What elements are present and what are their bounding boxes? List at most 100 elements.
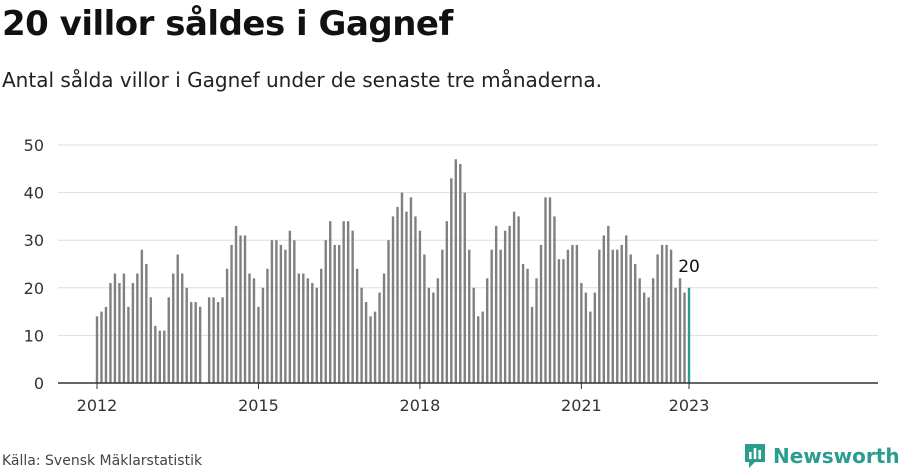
bar [669,249,673,383]
bar [275,240,278,383]
bar [503,230,507,383]
bar [346,221,350,383]
bar [216,302,220,383]
bar [409,197,413,383]
bar [329,221,332,383]
bar [562,259,565,383]
bar [387,240,390,383]
bar [463,192,466,383]
bar [198,306,202,383]
bar [252,278,256,383]
bar [678,278,682,383]
bar [261,287,265,383]
bar [342,221,345,383]
x-tick-label: 2023 [669,396,710,415]
bar [575,244,579,383]
bar [580,283,583,383]
bar [167,297,170,383]
x-tick-label: 2021 [561,396,602,415]
bar [113,273,117,383]
bar [158,330,161,383]
bar [109,283,112,383]
bar [104,306,108,383]
y-tick-label: 20 [24,279,44,298]
bar [620,244,623,383]
y-tick-label: 10 [24,326,44,345]
bar [494,225,498,383]
bar [647,297,650,383]
bar [557,259,561,383]
bar [593,292,597,383]
bar [485,278,489,383]
bar [602,235,606,383]
newsworthy-brand[interactable]: Newsworthy [743,441,900,471]
bar [369,316,372,383]
bar [472,287,475,383]
bar [638,278,641,383]
bar [571,244,574,383]
bar [584,292,588,383]
bar [490,249,493,383]
bar [616,249,619,383]
bar [598,249,601,383]
source-note: Källa: Svensk Mäklarstatistik [2,453,203,469]
bar [311,283,314,383]
bar [234,225,238,383]
bar [279,244,283,383]
bar [257,306,260,383]
bar [517,216,520,383]
bar [136,273,139,383]
highlight-data-label: 20 [678,257,700,277]
bar [207,297,211,383]
x-tick-label: 2018 [400,396,441,415]
bar [445,221,449,383]
highlight-bar [687,287,691,383]
bar [243,235,247,383]
bar [270,240,274,383]
bar [239,235,242,383]
bar [266,268,269,383]
bar [423,254,426,383]
bar [100,311,103,383]
bar [468,249,471,383]
bar [127,306,130,383]
bar [302,273,305,383]
bar [364,302,368,383]
bar [418,230,422,383]
bar [396,206,399,383]
bar [535,278,538,383]
bar [172,273,175,383]
bar [477,316,480,383]
bar [221,297,224,383]
bar [145,264,148,383]
bar [194,302,197,383]
bar [544,197,547,383]
bar [566,249,570,383]
bar [149,297,153,383]
bar [642,292,646,383]
bar [660,244,664,383]
bar [441,249,444,383]
bar [131,283,135,383]
bar [181,273,184,383]
bar [122,273,126,383]
bar [351,230,354,383]
bar [521,264,525,383]
bar [324,240,327,383]
chart-title: 20 villor såldes i Gagnef [2,4,453,44]
bar [320,268,323,383]
bar [539,244,543,383]
bar [284,249,287,383]
bar [459,164,462,383]
bar [400,192,404,383]
bar [481,311,484,383]
bar [163,330,166,383]
bar [288,230,292,383]
bar [378,292,381,383]
bar [391,216,395,383]
bar [176,254,179,383]
bar [651,278,655,383]
bar [665,244,668,383]
bar [512,211,516,383]
bar [225,268,229,383]
